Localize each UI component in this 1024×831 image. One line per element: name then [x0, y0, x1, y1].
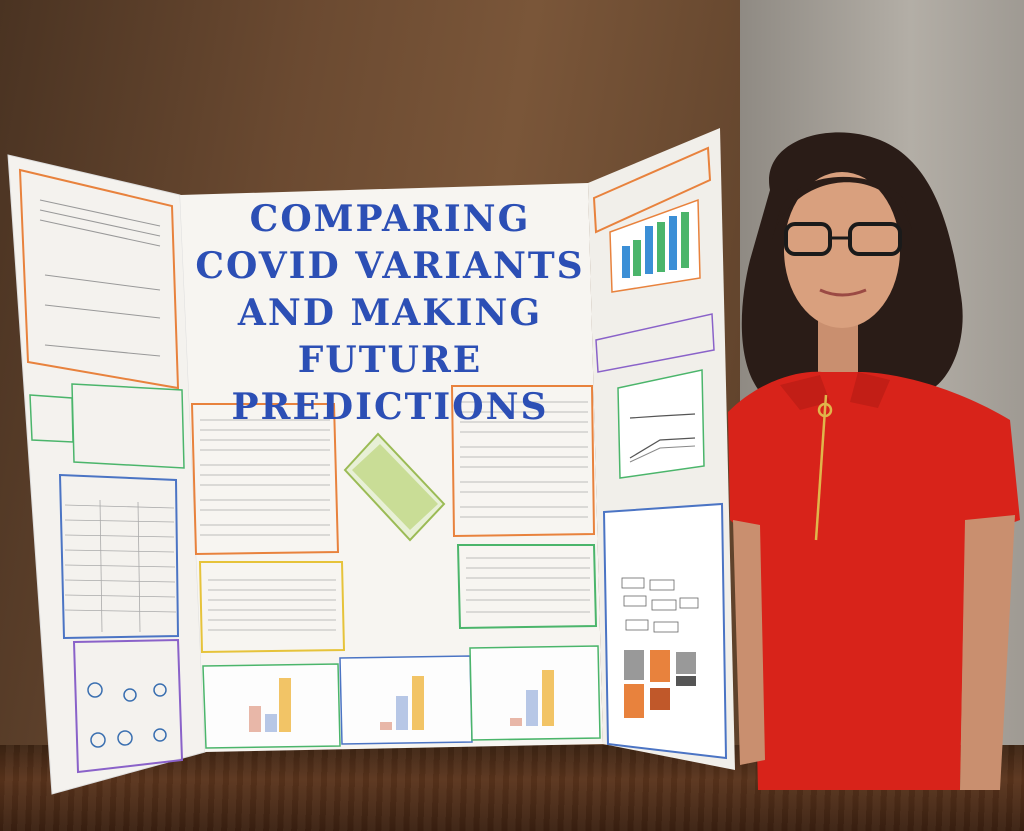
center-box-conclusion [450, 385, 596, 538]
right-bar-3 [645, 226, 653, 274]
person [728, 132, 1020, 790]
left-box-diagram [72, 638, 184, 774]
right-flowchart [621, 577, 699, 718]
right-box-results [595, 313, 715, 373]
arm-left [733, 520, 765, 765]
face [784, 172, 900, 328]
neck [818, 320, 858, 375]
chart3-bar-a [510, 718, 522, 726]
right-bar-6 [681, 212, 689, 268]
right-bar-5 [669, 216, 677, 270]
chart1-bar-c [279, 678, 291, 732]
board-title: COMPARING COVID VARIANTS AND MAKING FUTU… [195, 198, 585, 428]
left-box-intro-lines [39, 199, 161, 357]
bottom-chart-1 [202, 663, 341, 749]
left-panel [7, 154, 206, 795]
right-bar-1 [622, 246, 630, 278]
center-box-abstract [190, 403, 340, 556]
right-box-flowchart [602, 502, 728, 760]
chart1-bar-a [249, 706, 261, 732]
zipper [814, 394, 828, 541]
right-bar-4 [657, 222, 665, 272]
mouth [819, 288, 867, 297]
center-box-future [456, 544, 598, 630]
center-conclusion-lines [460, 401, 588, 518]
right-line-chart [617, 369, 705, 479]
right-chart-bars [609, 198, 701, 293]
center-abstract-lines [200, 419, 330, 536]
chart3-bar-b [526, 690, 538, 726]
chart3-bar-c [542, 670, 554, 726]
center-future-lines [466, 557, 590, 613]
zipper-ring [817, 402, 833, 418]
chart1-bar-b [265, 714, 277, 732]
center-box-research [198, 561, 346, 654]
left-table-grid [64, 499, 177, 633]
right-box-hypothesis [592, 146, 712, 234]
right-line-2 [629, 437, 696, 459]
right-bar-2 [633, 240, 641, 276]
left-diagram-icons [87, 682, 167, 748]
arm-right [960, 515, 1015, 790]
chart2-bar-a [380, 722, 392, 730]
right-line-1 [629, 413, 696, 419]
chart2-bar-c [412, 676, 424, 730]
shirt [728, 371, 1020, 790]
right-line-3 [629, 445, 696, 463]
left-box-intro [18, 168, 180, 390]
center-research-lines [208, 579, 336, 631]
chart2-bar-b [396, 696, 408, 730]
left-box-method [71, 383, 185, 469]
left-box-table [58, 473, 180, 640]
bangs [772, 176, 912, 240]
sachet-inner [352, 444, 438, 530]
